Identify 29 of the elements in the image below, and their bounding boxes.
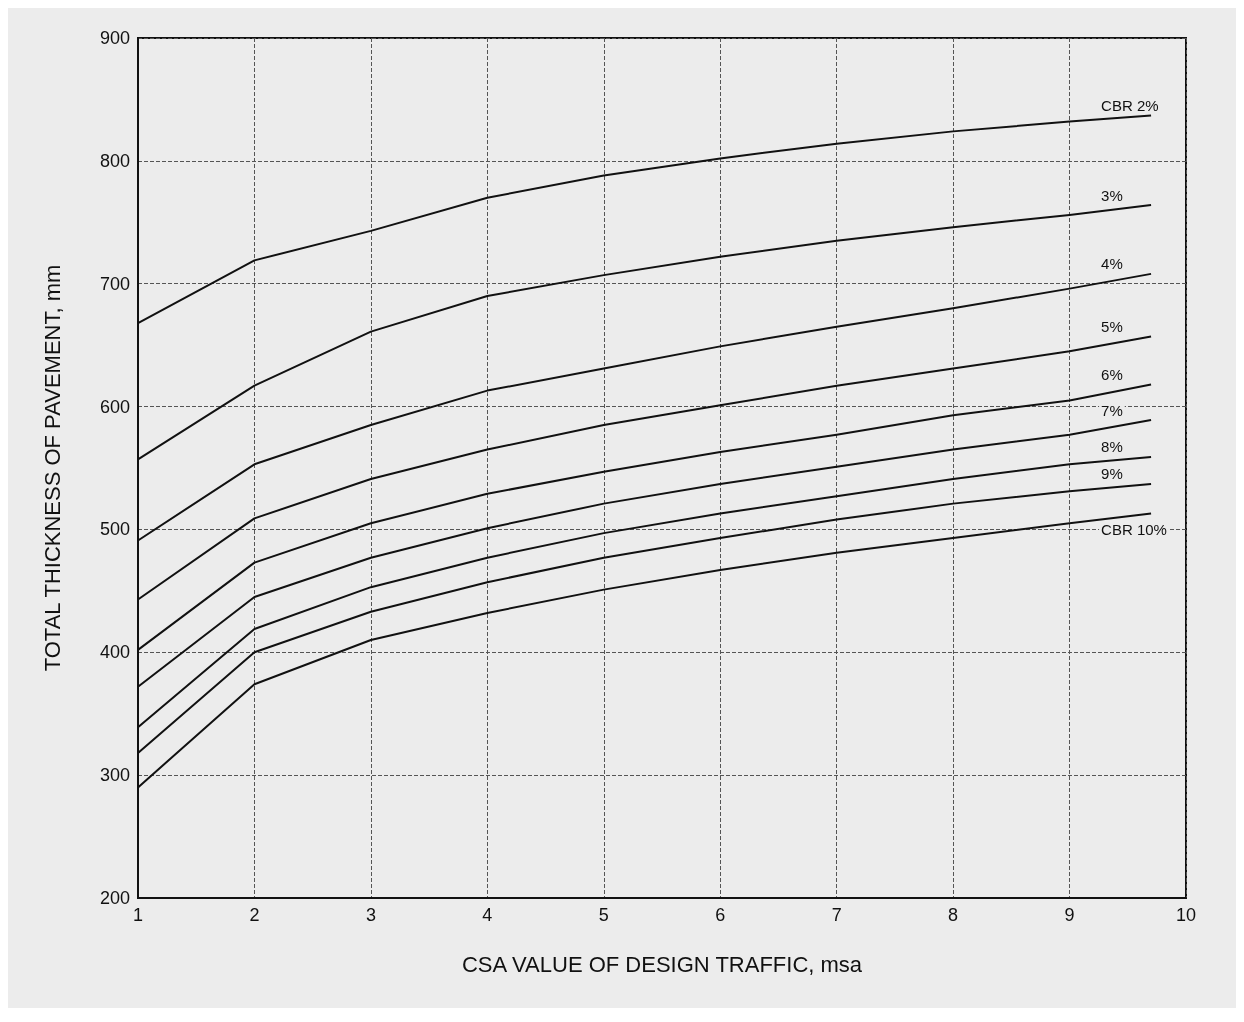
y-tick-label: 300 [99, 765, 130, 786]
y-tick-label: 700 [99, 273, 130, 294]
series-label: CBR 2% [1101, 96, 1159, 114]
series-label: 9% [1101, 465, 1123, 483]
y-axis-title: TOTAL THICKNESS OF PAVEMENT, mm [39, 264, 65, 672]
x-tick-label: 3 [365, 905, 376, 925]
x-axis-title: CSA VALUE OF DESIGN TRAFFIC, msa [461, 951, 863, 977]
x-tick-label: 9 [1064, 905, 1075, 925]
y-tick-label: 600 [99, 396, 130, 417]
x-tick-label: 4 [482, 905, 493, 925]
y-tick-label: 200 [99, 888, 130, 908]
x-tick-label: 10 [1175, 905, 1197, 925]
series-label: 7% [1101, 401, 1123, 419]
x-tick-label: 5 [598, 905, 609, 925]
x-tick-label: 1 [132, 905, 144, 925]
y-tick-label: 400 [99, 642, 130, 663]
series-label: 8% [1101, 438, 1123, 456]
y-tick-label: 500 [99, 519, 130, 540]
series-label: 5% [1101, 318, 1123, 336]
series-label: CBR 10% [1101, 520, 1167, 538]
y-tick-label: 800 [99, 150, 130, 171]
y-tick-label: 900 [99, 28, 130, 48]
series-label: 4% [1101, 255, 1123, 273]
x-tick-label: 6 [715, 905, 726, 925]
series-label: 3% [1101, 186, 1123, 204]
x-tick-label: 2 [249, 905, 260, 925]
x-tick-label: 8 [948, 905, 959, 925]
series-label: 6% [1101, 365, 1123, 383]
x-tick-label: 7 [831, 905, 842, 925]
